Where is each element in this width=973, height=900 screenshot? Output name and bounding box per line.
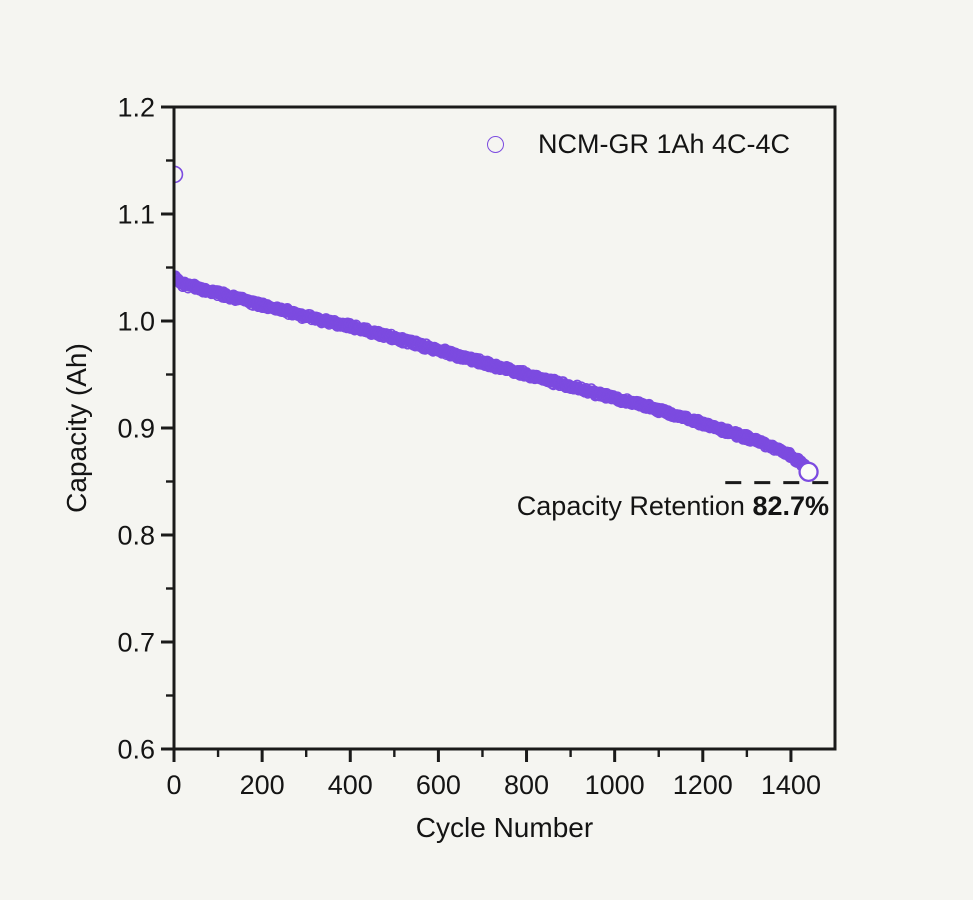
scatter-series <box>174 165 816 478</box>
y-axis-tick-label: 0.7 <box>117 628 155 658</box>
y-axis-tick-label: 0.8 <box>117 521 155 551</box>
x-axis-tick-label: 1000 <box>585 770 645 800</box>
x-axis-tick-label: 1200 <box>673 770 733 800</box>
final-cycle-point <box>798 461 819 483</box>
retention-annotation-value: 82.7% <box>752 491 829 521</box>
x-axis-tick-label: 1400 <box>761 770 821 800</box>
x-axis-tick-label: 800 <box>504 770 549 800</box>
x-axis-tick-label: 600 <box>416 770 461 800</box>
retention-annotation: Capacity Retention 82.7% <box>517 491 829 521</box>
plot-frame <box>172 105 837 751</box>
y-axis-title: Capacity (Ah) <box>61 343 92 513</box>
retention-annotation-text: Capacity Retention <box>516 491 753 521</box>
y-axis-tick-label: 1.0 <box>117 307 155 337</box>
x-axis-tick-label: 200 <box>240 770 285 800</box>
x-axis-tick-label: 0 <box>166 770 181 800</box>
y-axis-tick-label: 0.6 <box>117 735 155 765</box>
x-axis-tick-label: 400 <box>328 770 373 800</box>
x-axis-title: Cycle Number <box>415 812 594 843</box>
y-axis-tick-label: 1.2 <box>117 93 155 123</box>
y-axis-tick-label: 0.9 <box>117 414 155 444</box>
y-axis-tick-label: 1.1 <box>117 200 155 230</box>
